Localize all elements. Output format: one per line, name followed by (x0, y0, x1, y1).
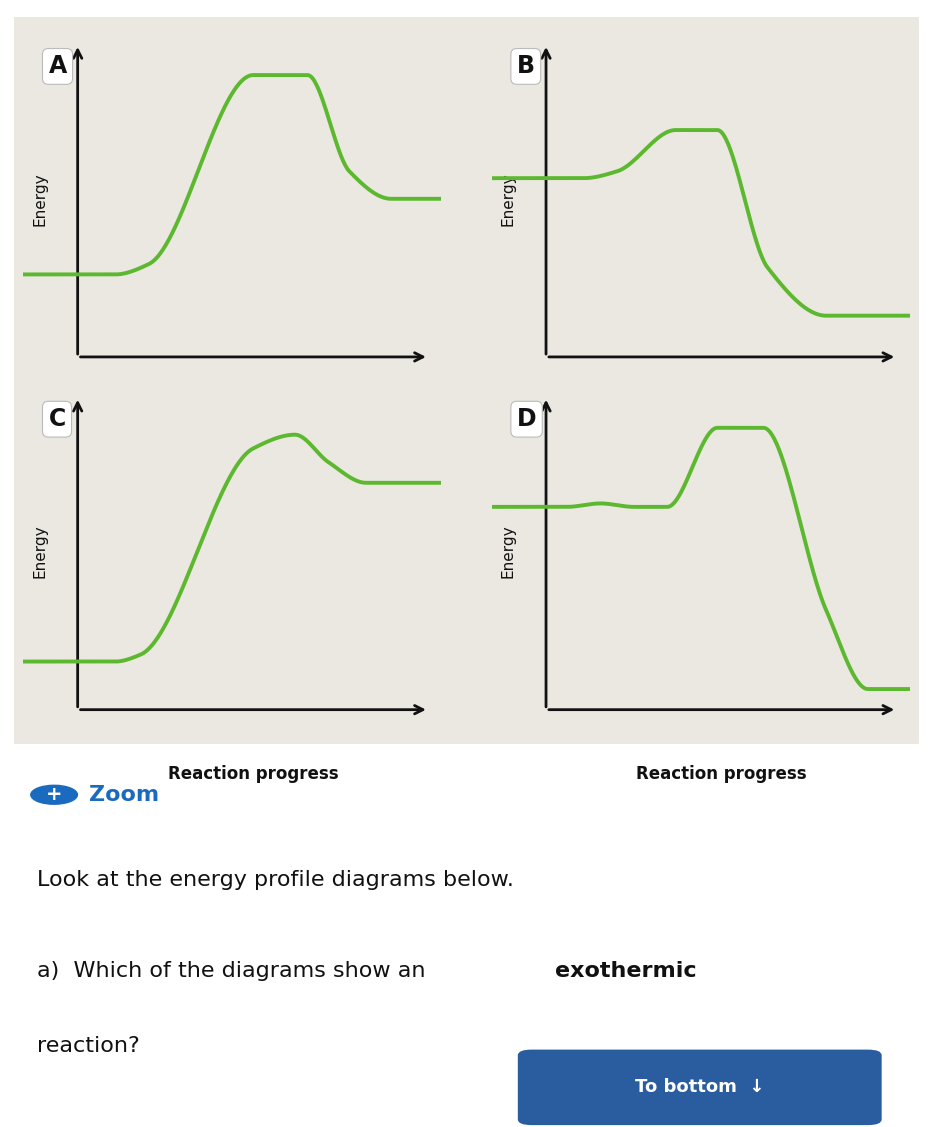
Text: Reaction progress: Reaction progress (636, 765, 807, 782)
Text: +: + (46, 786, 63, 805)
Circle shape (31, 786, 77, 805)
Text: C: C (49, 407, 65, 432)
Text: To bottom  ↓: To bottom ↓ (635, 1079, 764, 1097)
FancyBboxPatch shape (518, 1049, 882, 1125)
Text: a)  Which of the diagrams show an: a) Which of the diagrams show an (37, 961, 433, 980)
Text: Look at the energy profile diagrams below.: Look at the energy profile diagrams belo… (37, 870, 514, 890)
Text: D: D (517, 407, 536, 432)
Text: exothermic: exothermic (555, 961, 697, 980)
Text: Energy: Energy (501, 525, 516, 578)
Text: reaction?: reaction? (37, 1037, 140, 1056)
Text: Reaction progress: Reaction progress (168, 765, 339, 782)
Text: Reaction progress: Reaction progress (168, 411, 339, 429)
Text: A: A (49, 54, 66, 79)
Text: Reaction progress: Reaction progress (636, 411, 807, 429)
Text: Energy: Energy (33, 172, 48, 225)
Text: Energy: Energy (501, 172, 516, 225)
Text: Zoom: Zoom (89, 784, 159, 805)
Text: B: B (517, 54, 535, 79)
Text: Energy: Energy (33, 525, 48, 578)
